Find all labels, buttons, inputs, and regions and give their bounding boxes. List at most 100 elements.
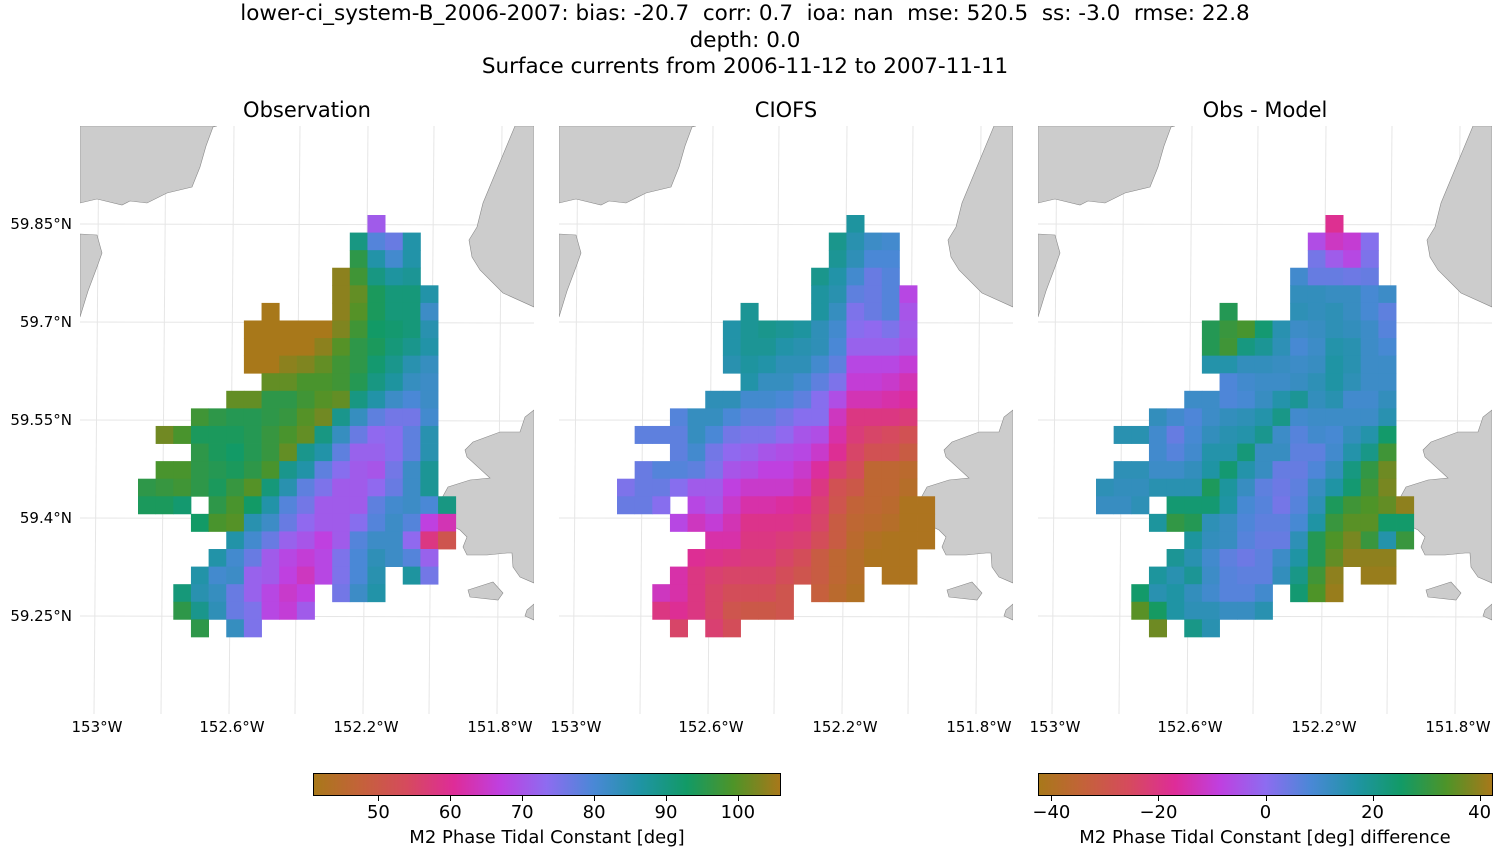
heatmap-cell xyxy=(1307,320,1326,339)
heatmap-cell xyxy=(828,496,847,515)
heatmap-cell xyxy=(881,549,900,567)
heatmap-cell xyxy=(775,513,794,532)
heatmap-cell xyxy=(899,549,918,567)
heatmap-cell xyxy=(173,496,192,515)
heatmap-cell xyxy=(1325,513,1344,532)
heatmap-cell xyxy=(758,425,777,444)
heatmap-cell xyxy=(1290,531,1309,550)
heatmap-cell xyxy=(279,443,298,462)
heatmap-cell xyxy=(1254,461,1273,480)
heatmap-cell xyxy=(1201,584,1220,603)
heatmap-cell xyxy=(1219,601,1238,620)
heatmap-cell xyxy=(1343,531,1362,550)
heatmap-cell xyxy=(173,478,192,497)
heatmap-cell xyxy=(811,267,830,286)
heatmap-cell xyxy=(846,443,865,462)
heatmap-cell xyxy=(1307,584,1326,603)
heatmap-cell xyxy=(669,513,688,532)
heatmap-cell xyxy=(1343,285,1362,304)
heatmap-cell xyxy=(1254,478,1273,497)
heatmap-cell xyxy=(1290,373,1309,392)
heatmap-cell xyxy=(775,443,794,462)
heatmap-cell xyxy=(1237,355,1256,374)
heatmap-cell xyxy=(296,566,315,585)
heatmap-cell xyxy=(899,496,918,515)
heatmap-cell xyxy=(243,320,262,339)
heatmap-cell xyxy=(758,408,777,427)
land-polygon xyxy=(467,581,504,601)
colorbar-tick-label: 70 xyxy=(510,802,534,823)
heatmap-cell xyxy=(296,601,315,620)
heatmap-cell xyxy=(1378,443,1397,462)
heatmap-cell xyxy=(1378,478,1397,497)
heatmap-cell xyxy=(669,601,688,620)
heatmap-cell xyxy=(793,390,812,409)
heatmap-cell xyxy=(420,496,439,515)
heatmap-cell xyxy=(279,390,298,409)
heatmap-cell xyxy=(1254,566,1273,585)
heatmap-cell xyxy=(1201,390,1220,409)
heatmap-cell xyxy=(367,250,386,269)
heatmap-cell xyxy=(1325,549,1344,567)
figure-title-line-3: Surface currents from 2006-11-12 to 2007… xyxy=(481,54,1009,79)
heatmap-cell xyxy=(687,425,706,444)
heatmap-cell xyxy=(811,443,830,462)
heatmap-cell xyxy=(1290,267,1309,286)
heatmap-cell xyxy=(775,461,794,480)
heatmap-cell xyxy=(314,320,333,339)
heatmap-cell xyxy=(899,373,918,392)
heatmap-cell xyxy=(1378,390,1397,409)
heatmap-cell xyxy=(1360,443,1379,462)
heatmap-cell xyxy=(279,531,298,550)
heatmap-cell xyxy=(1184,566,1203,585)
heatmap-cell xyxy=(332,267,351,286)
heatmap-cell xyxy=(296,373,315,392)
heatmap-cell xyxy=(1219,531,1238,550)
heatmap-cell xyxy=(811,390,830,409)
heatmap-cell xyxy=(1254,531,1273,550)
heatmap-cell xyxy=(740,425,759,444)
heatmap-cell xyxy=(687,584,706,603)
heatmap-cell xyxy=(758,478,777,497)
heatmap-cell xyxy=(899,338,918,357)
heatmap-cell xyxy=(261,531,280,550)
heatmap-cell xyxy=(420,408,439,427)
heatmap-cell xyxy=(296,390,315,409)
heatmap-cell xyxy=(190,425,209,444)
heatmap-cell xyxy=(279,408,298,427)
land-polygon xyxy=(80,233,103,318)
heatmap-cell xyxy=(349,531,368,550)
heatmap-cell xyxy=(811,285,830,304)
heatmap-cell xyxy=(420,566,439,585)
heatmap-cell xyxy=(367,373,386,392)
heatmap-cell xyxy=(899,320,918,339)
heatmap-cell xyxy=(367,285,386,304)
heatmap-cell xyxy=(1290,461,1309,480)
heatmap-cell xyxy=(1201,619,1220,638)
heatmap-cell xyxy=(846,513,865,532)
heatmap-cell xyxy=(1148,408,1167,427)
lon-tick-label: 151.8°W xyxy=(467,718,533,736)
heatmap-cell xyxy=(1272,531,1291,550)
heatmap-cell xyxy=(899,461,918,480)
heatmap-cell xyxy=(1237,390,1256,409)
heatmap-cell xyxy=(349,443,368,462)
heatmap-cell xyxy=(1219,408,1238,427)
heatmap-cell xyxy=(1325,496,1344,515)
heatmap-cell xyxy=(173,584,192,603)
heatmap-cell xyxy=(1148,584,1167,603)
heatmap-cell xyxy=(775,566,794,585)
colorbar-tick-mark xyxy=(522,796,524,801)
heatmap-cell xyxy=(296,355,315,374)
heatmap-cell xyxy=(881,531,900,550)
heatmap-cell xyxy=(740,549,759,567)
heatmap-cell xyxy=(314,496,333,515)
heatmap-cell xyxy=(1378,496,1397,515)
heatmap-cell xyxy=(846,425,865,444)
heatmap-cell xyxy=(385,425,404,444)
heatmap-cell xyxy=(1272,373,1291,392)
heatmap-cell xyxy=(243,584,262,603)
heatmap-cell xyxy=(1254,601,1273,620)
lon-tick-label: 152.6°W xyxy=(199,718,265,736)
heatmap-cell xyxy=(864,232,883,251)
